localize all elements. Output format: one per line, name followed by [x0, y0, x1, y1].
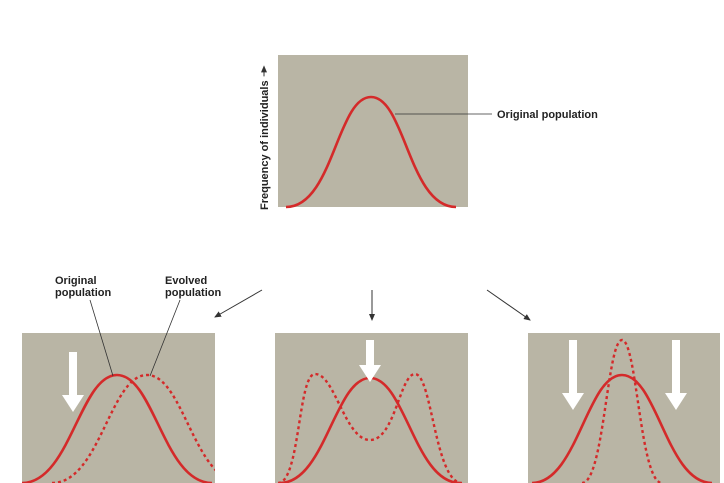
evolved-label: Evolved [165, 275, 207, 287]
leader-line [149, 299, 181, 377]
y-axis-label: Frequency of individuals [259, 80, 271, 210]
evolved-curve [51, 373, 215, 483]
curve-label: Original population [497, 109, 598, 121]
leader-line [89, 299, 114, 377]
arrow [214, 289, 263, 318]
panel-stabilizing [528, 333, 720, 483]
top-panel [278, 55, 468, 207]
selection-arrow [359, 340, 381, 382]
original-label: Original [55, 275, 97, 287]
original-label: population [55, 287, 111, 299]
panel-directional [22, 333, 215, 483]
evolved-curve [581, 338, 663, 483]
selection-arrow [62, 352, 84, 412]
evolved-label: population [165, 287, 221, 299]
original-curve [22, 373, 213, 483]
arrow [486, 289, 531, 321]
selection-arrow [562, 340, 584, 410]
original-curve [531, 373, 713, 483]
selection-arrow [665, 340, 687, 410]
original-curve [285, 95, 457, 209]
